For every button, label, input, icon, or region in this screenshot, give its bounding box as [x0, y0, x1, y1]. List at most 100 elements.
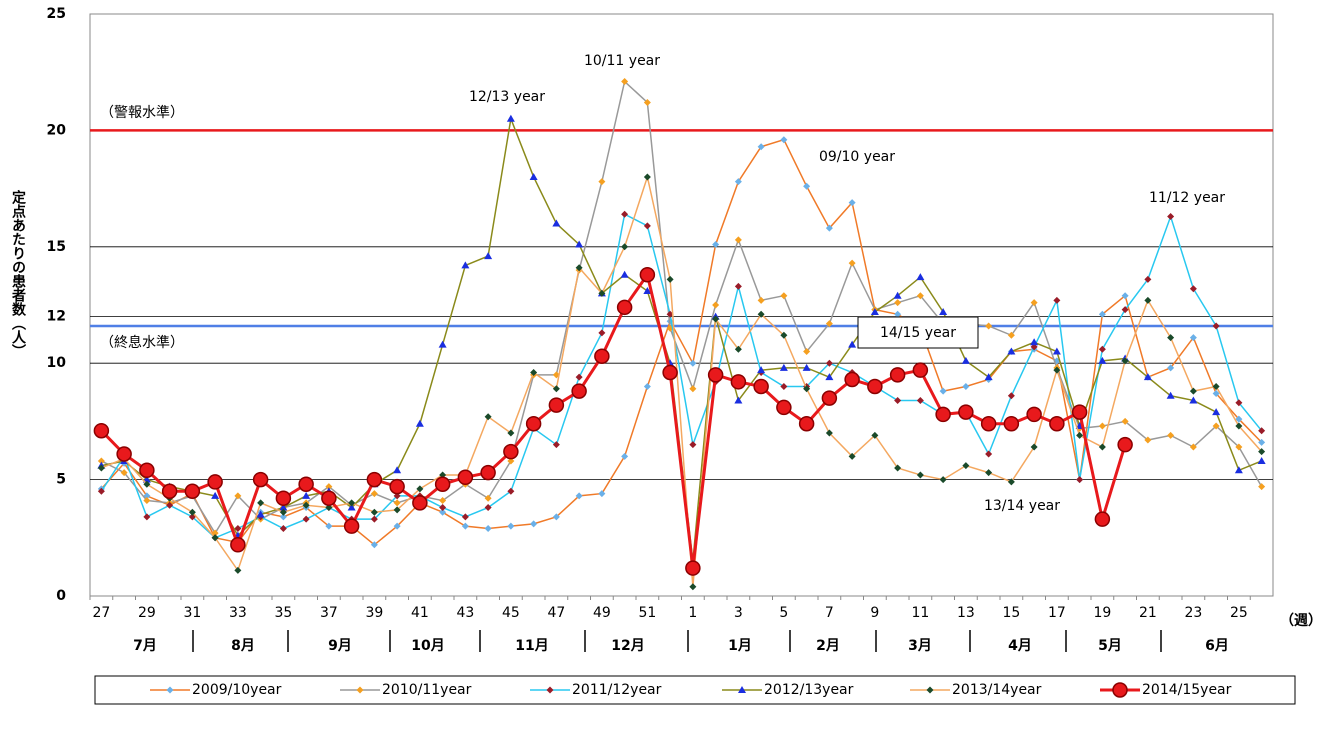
marker [802, 363, 811, 371]
month-label: 7月 [133, 638, 157, 654]
marker [1235, 422, 1243, 430]
marker [980, 415, 997, 432]
marker [730, 374, 747, 390]
marker [825, 429, 833, 437]
marker [1212, 389, 1220, 397]
annotation: 13/14 year [984, 498, 1060, 514]
marker [552, 441, 560, 449]
marker [844, 371, 860, 388]
marker [621, 452, 629, 460]
x-tick-label: 51 [638, 605, 656, 621]
marker [620, 270, 629, 278]
marker [962, 462, 970, 470]
legend-label: 2013/14year [952, 682, 1042, 698]
marker [985, 450, 993, 458]
month-label: 1月 [728, 638, 752, 654]
marker [1098, 356, 1107, 364]
marker [393, 466, 402, 474]
marker [757, 296, 765, 304]
marker [1144, 436, 1152, 444]
marker [1117, 436, 1133, 453]
marker [643, 287, 652, 295]
marker [415, 419, 424, 427]
x-tick-label: 31 [183, 605, 201, 621]
marker [230, 537, 246, 553]
marker [779, 363, 788, 371]
marker [439, 504, 447, 512]
legend-label: 2011/12year [572, 682, 662, 698]
marker [321, 490, 337, 506]
x-tick-label: 47 [547, 605, 565, 621]
marker [1098, 345, 1106, 353]
marker [484, 413, 492, 421]
reference-label: （警報水準） [100, 105, 184, 121]
annotation: 12/13 year [469, 89, 545, 105]
marker [780, 136, 788, 144]
annotation: 11/12 year [1149, 190, 1225, 206]
marker [926, 686, 934, 694]
y-tick-label: 25 [47, 6, 66, 22]
x-tick-label: 35 [274, 605, 292, 621]
marker [1003, 415, 1020, 432]
marker [461, 522, 469, 530]
marker [257, 499, 265, 507]
x-tick-label: 5 [779, 605, 788, 621]
marker [825, 359, 833, 367]
marker [958, 404, 974, 420]
marker [1007, 392, 1015, 400]
marker [1144, 275, 1152, 283]
marker [1144, 296, 1152, 304]
marker [434, 476, 451, 493]
marker [1098, 422, 1106, 430]
marker [962, 382, 970, 390]
marker [1257, 456, 1266, 464]
month-label: 4月 [1008, 638, 1032, 654]
marker [1167, 334, 1175, 342]
marker [689, 441, 697, 449]
marker [780, 382, 788, 390]
series-line [101, 174, 1263, 587]
marker [507, 429, 515, 437]
marker [848, 452, 856, 460]
marker [1007, 478, 1015, 486]
x-tick-label: 41 [411, 605, 429, 621]
marker [621, 210, 629, 218]
series-line [100, 138, 1263, 546]
x-tick-label: 37 [320, 605, 338, 621]
marker [1052, 347, 1061, 355]
marker [279, 503, 288, 511]
marker [211, 534, 219, 542]
marker [1212, 382, 1220, 390]
marker [1189, 443, 1197, 451]
series-line [101, 80, 1263, 535]
x-tick-label: 11 [911, 605, 929, 621]
marker [1098, 443, 1106, 451]
marker [594, 348, 610, 364]
marker [893, 291, 902, 299]
marker [939, 387, 947, 395]
series [97, 173, 1266, 591]
marker [1121, 357, 1129, 365]
marker [734, 236, 742, 244]
marker [1007, 347, 1016, 355]
legend-label: 2010/11year [382, 682, 472, 698]
legend-box [94, 675, 1296, 705]
marker [416, 485, 424, 493]
marker [370, 508, 378, 516]
legend-label: 2009/10year [192, 682, 282, 698]
marker [1212, 322, 1220, 330]
marker [935, 406, 951, 423]
marker [343, 518, 360, 534]
marker [325, 522, 333, 530]
marker [1112, 682, 1128, 698]
x-tick-label: 33 [229, 605, 247, 621]
marker [393, 492, 401, 500]
marker [575, 264, 583, 272]
marker [366, 471, 383, 488]
marker [848, 340, 857, 348]
marker [1121, 306, 1129, 314]
marker [370, 541, 378, 549]
marker [643, 222, 651, 230]
